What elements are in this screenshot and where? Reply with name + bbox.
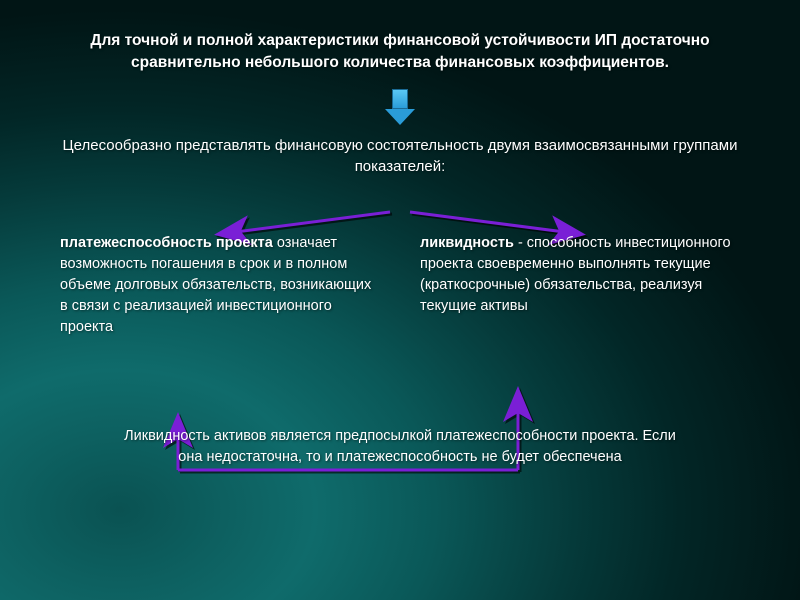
right-column: ликвидность - способность инвестиционног… — [420, 233, 740, 338]
top-paragraph: Для точной и полной характеристики финан… — [50, 30, 750, 75]
slide-content: Для точной и полной характеристики финан… — [0, 0, 800, 600]
two-columns: платежеспособность проекта означает возм… — [50, 233, 750, 338]
mid-paragraph: Целесообразно представлять финансовую со… — [50, 135, 750, 177]
left-column: платежеспособность проекта означает возм… — [60, 233, 380, 338]
down-arrow-icon — [385, 89, 415, 125]
bottom-paragraph: Ликвидность активов является предпосылко… — [50, 426, 750, 468]
left-term: платежеспособность проекта — [60, 235, 273, 251]
right-term: ликвидность — [420, 235, 514, 251]
